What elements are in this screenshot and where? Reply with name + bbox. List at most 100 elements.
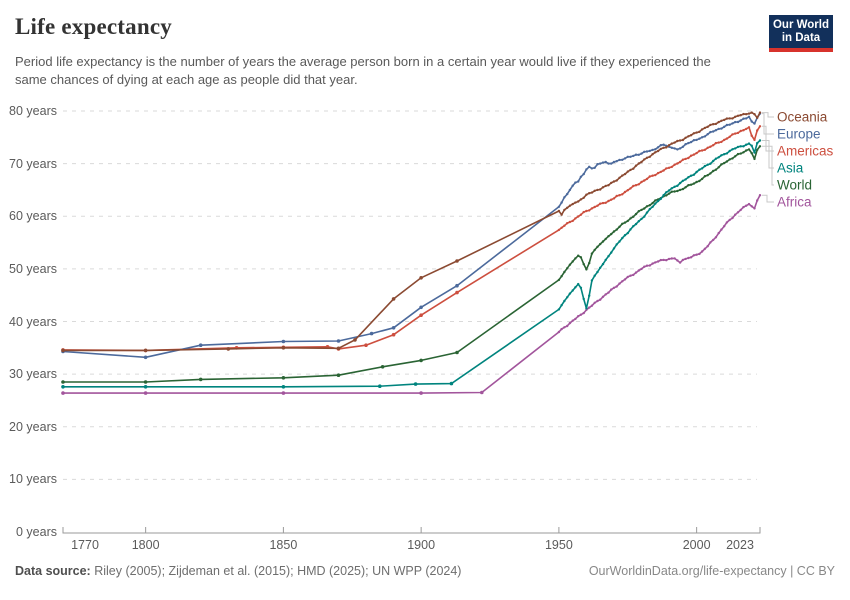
- data-point: [585, 268, 588, 271]
- data-point: [687, 141, 690, 145]
- data-point: [676, 184, 679, 187]
- data-point: [739, 119, 742, 122]
- series-americas[interactable]: [61, 125, 762, 353]
- data-point: [678, 160, 682, 164]
- data-point: [593, 205, 596, 209]
- data-point: [632, 225, 635, 228]
- data-point: [725, 117, 729, 120]
- legend-label-asia[interactable]: Asia: [777, 160, 804, 176]
- data-point: [665, 167, 668, 170]
- data-point: [747, 148, 751, 151]
- data-point: [419, 305, 423, 310]
- data-point: [629, 274, 632, 277]
- data-point: [643, 150, 646, 153]
- data-point: [336, 373, 341, 378]
- data-point: [709, 172, 712, 175]
- data-point: [579, 175, 583, 178]
- data-point: [615, 179, 618, 182]
- data-point: [714, 236, 718, 239]
- data-point: [557, 209, 561, 213]
- data-point: [703, 164, 707, 168]
- data-point: [717, 166, 720, 169]
- data-point: [571, 319, 574, 322]
- data-point: [709, 162, 712, 165]
- data-point: [648, 204, 651, 207]
- data-point: [577, 282, 580, 286]
- data-point: [750, 134, 753, 137]
- data-point: [571, 260, 574, 263]
- legend-label-africa[interactable]: Africa: [777, 194, 812, 210]
- data-point: [577, 254, 580, 257]
- legend-label-americas[interactable]: Americas: [777, 143, 834, 159]
- series-africa[interactable]: [61, 194, 762, 395]
- data-point: [706, 163, 709, 166]
- x-axis-tick-label: 1770: [71, 538, 99, 552]
- data-point: [590, 279, 594, 282]
- footer-link[interactable]: OurWorldinData.org/life-expectancy | CC …: [588, 564, 835, 578]
- data-point: [607, 235, 610, 238]
- data-point: [681, 179, 685, 182]
- data-point: [659, 258, 662, 262]
- data-point: [378, 384, 382, 389]
- data-point: [615, 160, 618, 163]
- data-point: [618, 282, 621, 285]
- data-point: [582, 172, 585, 176]
- data-point: [747, 142, 751, 145]
- data-point: [747, 126, 751, 129]
- legend-label-oceania[interactable]: Oceania: [777, 109, 828, 125]
- data-point: [750, 120, 753, 123]
- data-point: [745, 117, 748, 120]
- data-point: [684, 178, 687, 181]
- data-point: [700, 128, 704, 131]
- data-point: [645, 205, 649, 208]
- series-oceania[interactable]: [61, 111, 762, 353]
- legend-label-world[interactable]: World: [777, 177, 813, 193]
- data-point: [700, 149, 704, 152]
- data-point: [590, 191, 594, 194]
- data-point: [689, 154, 693, 157]
- series-world[interactable]: [61, 145, 762, 384]
- data-point: [588, 294, 591, 297]
- data-point: [380, 365, 385, 369]
- data-point: [745, 149, 748, 152]
- data-point: [585, 168, 588, 171]
- data-point: [588, 165, 591, 168]
- data-point: [413, 382, 418, 386]
- data-point: [610, 232, 613, 236]
- data-point: [568, 188, 572, 192]
- data-point: [607, 291, 610, 294]
- data-point: [566, 206, 569, 209]
- data-point: [599, 162, 602, 165]
- data-point: [703, 148, 707, 151]
- data-point: [698, 252, 701, 256]
- data-point: [712, 144, 715, 147]
- data-point: [634, 184, 638, 187]
- data-point: [742, 205, 745, 209]
- data-point: [568, 321, 572, 325]
- legend-label-europe[interactable]: Europe: [777, 126, 821, 142]
- data-point: [645, 150, 649, 153]
- data-point: [670, 165, 673, 169]
- data-point: [654, 148, 657, 151]
- series-europe[interactable]: [61, 112, 762, 360]
- data-point: [723, 225, 726, 228]
- data-point: [676, 148, 679, 151]
- data-point: [712, 130, 715, 133]
- data-source-text: Riley (2005); Zijdeman et al. (2015); HM…: [90, 564, 462, 578]
- data-point: [618, 176, 621, 179]
- data-point: [695, 138, 698, 142]
- data-point: [629, 187, 632, 190]
- data-point: [626, 231, 629, 235]
- data-point: [758, 145, 762, 148]
- series-asia[interactable]: [61, 139, 762, 389]
- data-point: [626, 219, 629, 223]
- data-point: [596, 163, 599, 166]
- y-axis-tick-label: 80 years: [9, 104, 57, 118]
- data-point: [753, 113, 756, 116]
- data-point: [585, 193, 588, 196]
- data-point: [593, 301, 596, 304]
- data-point: [689, 256, 693, 259]
- data-point: [728, 158, 731, 161]
- data-point: [725, 137, 729, 140]
